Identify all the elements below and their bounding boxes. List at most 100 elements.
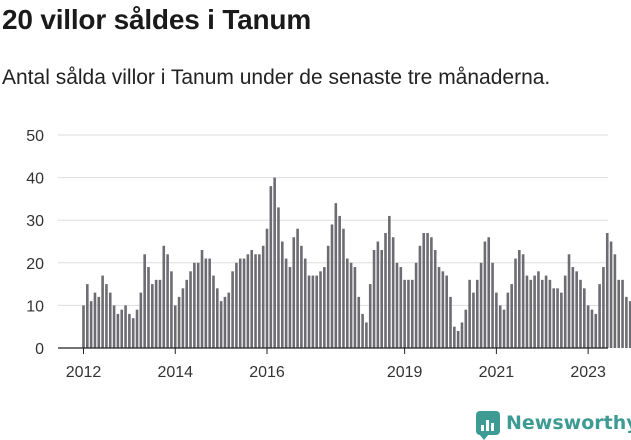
bar bbox=[196, 262, 200, 348]
bar bbox=[575, 271, 578, 348]
bar bbox=[269, 186, 273, 348]
bar bbox=[361, 313, 364, 348]
bar bbox=[376, 241, 380, 348]
bar bbox=[422, 232, 426, 348]
bar bbox=[185, 279, 189, 348]
bar bbox=[552, 288, 556, 348]
bar-chart-icon bbox=[476, 411, 500, 440]
bar bbox=[540, 279, 544, 348]
bar bbox=[116, 313, 120, 348]
bar bbox=[483, 241, 487, 348]
bar bbox=[300, 245, 303, 348]
bar bbox=[307, 275, 311, 348]
bar bbox=[131, 318, 135, 348]
bar bbox=[609, 241, 613, 348]
bar bbox=[292, 237, 296, 348]
bar bbox=[277, 207, 280, 348]
bar bbox=[437, 267, 441, 348]
bar bbox=[625, 296, 628, 348]
bar bbox=[518, 250, 521, 348]
bar bbox=[479, 262, 483, 348]
bar bbox=[212, 275, 215, 348]
bar bbox=[120, 309, 124, 348]
bar bbox=[605, 232, 609, 348]
bar bbox=[315, 275, 319, 348]
chart-subtitle: Antal sålda villor i Tanum under de sena… bbox=[2, 66, 551, 89]
bar bbox=[296, 228, 299, 348]
bar bbox=[495, 292, 498, 348]
bar bbox=[372, 250, 376, 348]
bar bbox=[548, 279, 552, 348]
bar bbox=[261, 245, 265, 348]
bar bbox=[544, 275, 548, 348]
bar bbox=[456, 330, 460, 348]
bar bbox=[628, 301, 631, 348]
bar bbox=[468, 279, 471, 348]
bar bbox=[594, 313, 598, 348]
bar bbox=[323, 267, 326, 348]
bar bbox=[173, 305, 177, 348]
bar bbox=[158, 279, 162, 348]
bar bbox=[602, 267, 605, 348]
bar bbox=[93, 292, 97, 348]
bar bbox=[498, 305, 502, 348]
bar bbox=[384, 232, 387, 348]
bar bbox=[464, 309, 468, 348]
bar bbox=[391, 237, 395, 348]
bar bbox=[514, 258, 517, 348]
bar bbox=[590, 309, 594, 348]
bar bbox=[525, 275, 529, 348]
bar bbox=[204, 258, 208, 348]
bar bbox=[510, 284, 513, 348]
y-tick-label: 40 bbox=[26, 171, 44, 188]
bar bbox=[89, 301, 93, 348]
bar bbox=[453, 326, 456, 348]
bar bbox=[506, 292, 510, 348]
bar bbox=[227, 292, 231, 348]
bar bbox=[154, 279, 158, 348]
y-tick-label: 20 bbox=[26, 256, 44, 273]
bar bbox=[502, 309, 506, 348]
bar bbox=[388, 215, 391, 348]
bar bbox=[472, 292, 475, 348]
bar bbox=[105, 284, 108, 348]
bar bbox=[238, 258, 242, 348]
bar bbox=[112, 305, 116, 348]
y-tick-label: 50 bbox=[26, 128, 44, 145]
bar bbox=[97, 296, 101, 348]
bar bbox=[537, 271, 540, 348]
bar bbox=[124, 305, 127, 348]
bar bbox=[349, 262, 353, 348]
bar bbox=[342, 228, 345, 348]
bar bbox=[166, 254, 169, 348]
bar bbox=[181, 288, 185, 348]
bar bbox=[395, 262, 399, 348]
bar bbox=[368, 284, 372, 348]
bar bbox=[433, 250, 437, 348]
bar bbox=[311, 275, 315, 348]
bar bbox=[556, 288, 559, 348]
x-tick-label: 2012 bbox=[66, 364, 102, 381]
bar bbox=[418, 245, 422, 348]
x-tick-label: 2016 bbox=[249, 364, 285, 381]
bar bbox=[258, 254, 261, 348]
bar bbox=[193, 262, 196, 348]
bar bbox=[108, 292, 112, 348]
bar bbox=[219, 301, 223, 348]
bar bbox=[246, 254, 250, 348]
bar bbox=[86, 284, 89, 348]
bar bbox=[235, 262, 238, 348]
bar bbox=[560, 292, 563, 348]
bar bbox=[460, 322, 464, 348]
bar bbox=[189, 271, 192, 348]
bar bbox=[365, 322, 368, 348]
bar bbox=[407, 279, 410, 348]
bar bbox=[380, 250, 383, 348]
bar bbox=[147, 267, 150, 348]
bar bbox=[410, 279, 414, 348]
bar bbox=[583, 288, 586, 348]
bar bbox=[139, 292, 143, 348]
bar bbox=[403, 279, 406, 348]
bar bbox=[273, 177, 276, 348]
